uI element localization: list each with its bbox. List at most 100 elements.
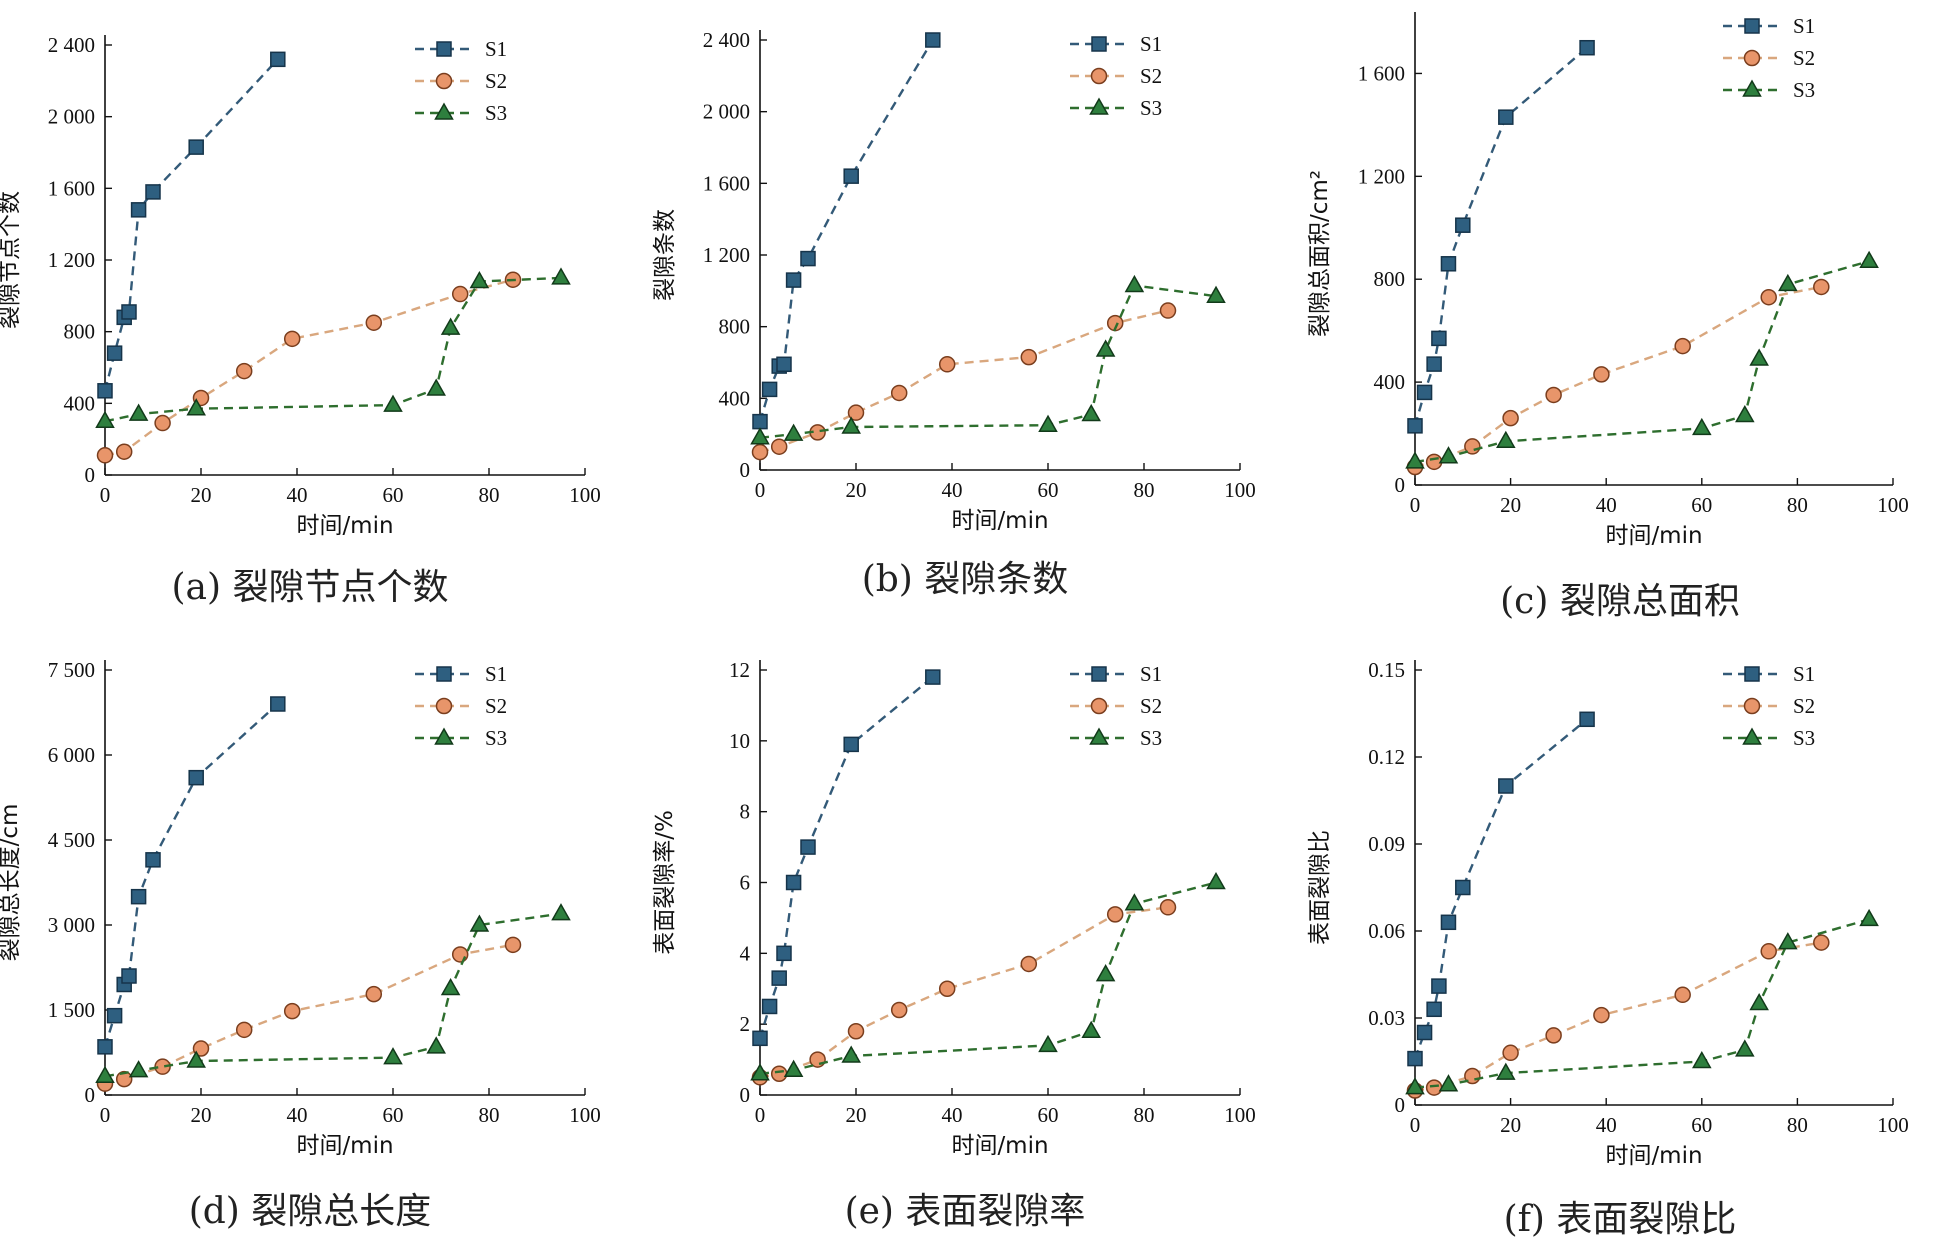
series-line-S1: [103, 703, 279, 1048]
x-tick-label: 40: [942, 478, 963, 502]
x-tick-label: 40: [1596, 493, 1617, 517]
data-point-S2: [1593, 1006, 1610, 1024]
y-tick-label: 0: [740, 458, 751, 482]
legend-marker-S2: [1090, 67, 1108, 85]
x-tick-label: 40: [1596, 1113, 1617, 1137]
data-point-S1: [1440, 256, 1457, 272]
data-point-S2: [96, 447, 114, 464]
legend-marker-S2: [1743, 697, 1761, 715]
series-S3: [1405, 908, 1879, 1095]
data-point-S1: [270, 51, 286, 68]
series-S1: [97, 51, 286, 399]
data-point-S3: [1749, 348, 1769, 366]
data-point-S3: [1859, 250, 1879, 268]
data-point-S1: [1498, 109, 1514, 125]
x-tick-label: 0: [1410, 493, 1421, 517]
caption-b: (b) 裂隙条数: [861, 559, 1069, 600]
data-point-S3: [1081, 403, 1101, 422]
data-point-S3: [1749, 992, 1769, 1011]
x-tick-label: 60: [383, 1103, 404, 1127]
y-tick-label: 6: [740, 871, 751, 895]
y-tick-label: 0.03: [1368, 1006, 1405, 1030]
panel-b: 0 20 40 60 80 100 0 400 800 1 200 1 600 2 000 2 400 时…: [652, 0, 1275, 600]
x-tick-label: 40: [942, 1103, 963, 1127]
legend-marker-S2: [1743, 49, 1761, 67]
data-point-S1: [1579, 39, 1595, 56]
data-point-S1: [97, 383, 113, 399]
data-point-S3: [1124, 893, 1145, 911]
y-axis-title: 裂隙总长度/cm: [0, 804, 23, 962]
y-tick-label: 12: [729, 658, 750, 682]
legend-label-S3: S3: [1793, 726, 1815, 750]
data-point-S3: [95, 410, 115, 428]
data-point-S1: [1455, 879, 1471, 896]
x-tick-label: 100: [1224, 1103, 1256, 1127]
data-point-S1: [1426, 1001, 1442, 1018]
data-point-S3: [1735, 405, 1755, 423]
legend-item-S1: S1: [1723, 14, 1815, 38]
panel-c: 0 20 40 60 80 100 0 400 800 1 200 1 600 时间/min 裂隙总面积…: [1307, 0, 1930, 622]
data-point-S1: [771, 970, 787, 986]
series-S2: [1406, 278, 1830, 476]
data-point-S3: [1095, 964, 1116, 982]
x-tick-label: 0: [755, 478, 766, 502]
y-tick-label: 800: [64, 320, 96, 344]
data-point-S2: [365, 314, 383, 331]
legend-marker-S2: [435, 72, 453, 90]
x-axis-title: 时间/min: [1605, 523, 1702, 549]
data-point-S1: [761, 381, 778, 398]
data-point-S3: [783, 423, 804, 441]
x-tick-label: 100: [569, 483, 601, 507]
data-point-S2: [1674, 337, 1691, 355]
data-point-S2: [1020, 955, 1038, 973]
data-point-S2: [1545, 386, 1562, 404]
legend-label-S2: S2: [1140, 64, 1162, 88]
series-S3: [95, 903, 571, 1084]
legend-item-S3: S3: [1723, 726, 1815, 750]
legend-label-S1: S1: [1793, 662, 1815, 686]
chart-f: 0 20 40 60 80 100 0 0.03 0.06 0.09 0.12 0.15 时间/min 表…: [1307, 658, 1909, 1169]
legend-marker-S1: [436, 41, 452, 57]
y-tick-label: 0.15: [1368, 658, 1405, 682]
data-point-S2: [847, 404, 865, 421]
data-point-S3: [750, 1063, 770, 1081]
series-S1: [752, 32, 941, 430]
x-tick-label: 20: [1500, 493, 1521, 517]
data-point-S2: [154, 414, 171, 432]
data-point-S1: [1455, 217, 1471, 233]
legend-item-S2: S2: [1723, 46, 1815, 70]
legend-label-S3: S3: [485, 101, 507, 125]
series-S2: [1406, 934, 1830, 1099]
x-tick-label: 80: [479, 1103, 500, 1127]
series-S2: [96, 936, 522, 1092]
data-point-S2: [1760, 288, 1777, 306]
data-point-S3: [469, 914, 490, 932]
data-point-S1: [925, 669, 941, 685]
y-tick-label: 1 500: [48, 998, 95, 1022]
x-tick-label: 60: [1691, 493, 1712, 517]
legend-marker-S3: [1089, 97, 1109, 115]
y-tick-label: 1 600: [48, 176, 95, 200]
data-point-S3: [551, 903, 571, 921]
data-point-S2: [1813, 934, 1830, 951]
y-tick-label: 2 400: [703, 28, 750, 52]
panel-a: 0 20 40 60 80 100 0 400 800 1 200 1 600 2 000 2 400 时…: [0, 0, 620, 608]
legend-label-S3: S3: [1140, 96, 1162, 120]
series-S2: [96, 271, 522, 464]
legend-label-S1: S1: [1140, 32, 1162, 56]
data-point-S3: [186, 1050, 206, 1068]
data-point-S3: [1405, 451, 1425, 469]
data-point-S1: [130, 888, 147, 905]
legend-item-S2: S2: [1723, 694, 1815, 718]
data-point-S3: [783, 1059, 804, 1077]
data-point-S2: [938, 356, 956, 373]
data-point-S2: [451, 285, 469, 303]
x-tick-label: 20: [1500, 1113, 1521, 1137]
y-tick-label: 1 200: [1358, 164, 1405, 188]
y-tick-label: 4: [740, 941, 751, 965]
data-point-S3: [1692, 417, 1712, 436]
legend-marker-S3: [1742, 727, 1762, 745]
legend-item-S3: S3: [1723, 78, 1815, 102]
data-point-S2: [115, 1070, 133, 1088]
y-tick-label: 0: [740, 1083, 751, 1107]
